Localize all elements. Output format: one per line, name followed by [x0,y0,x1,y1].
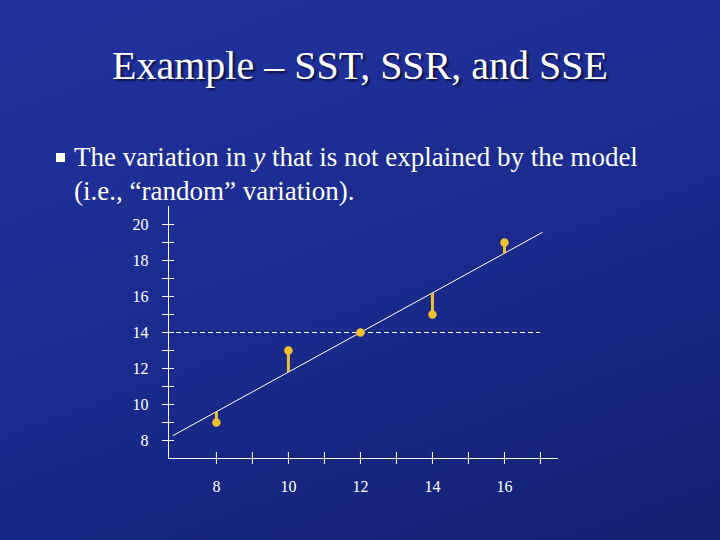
svg-text:16: 16 [496,478,512,495]
html-text:Example – SST, SSR, and SSE: Example – SST, SSR, and SSE [112,43,608,88]
svg-text:12: 12 [133,360,149,377]
svg-text:18: 18 [133,252,149,269]
svg-text:10: 10 [280,478,296,495]
svg-text:14: 14 [424,478,440,495]
svg-text:8: 8 [212,478,220,495]
svg-text:8: 8 [141,432,149,449]
html-text:The variation in y that is not: The variation in y that is not explained… [74,142,638,206]
svg-text:12: 12 [352,478,368,495]
svg-text:16: 16 [133,288,149,305]
svg-text:10: 10 [133,396,149,413]
svg-text:14: 14 [133,324,149,341]
svg-text:20: 20 [133,216,149,233]
